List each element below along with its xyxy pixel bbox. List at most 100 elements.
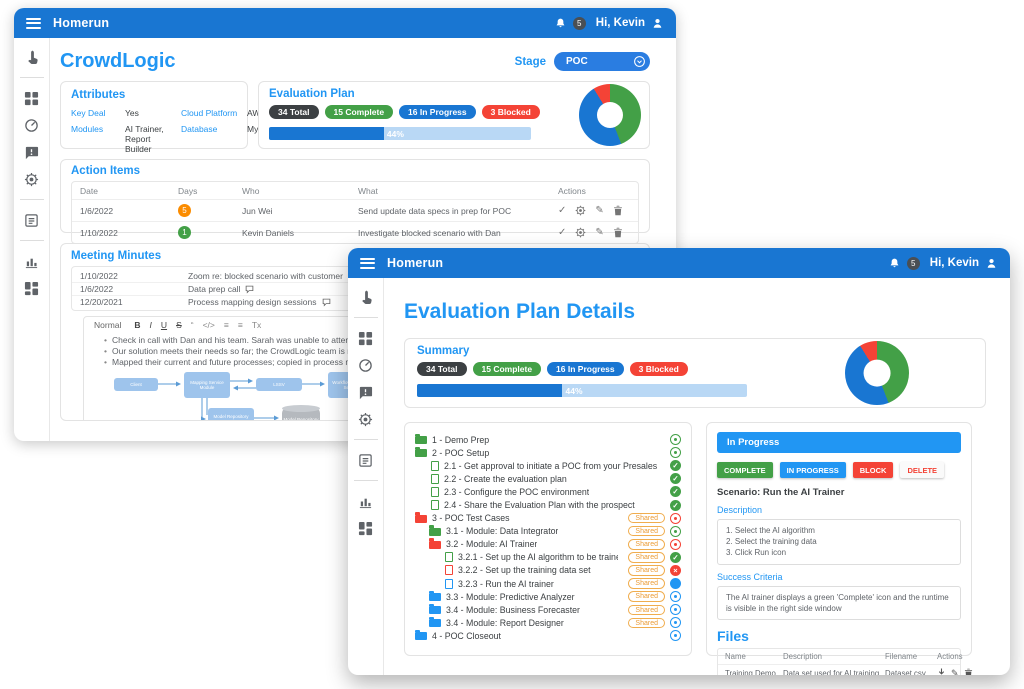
block-button[interactable]: BLOCK: [852, 462, 894, 478]
status-icon[interactable]: [670, 538, 681, 550]
feedback-icon[interactable]: [357, 383, 375, 401]
notification-badge[interactable]: 5: [572, 16, 586, 30]
user-greeting[interactable]: Hi, Kevin: [929, 257, 979, 269]
status-icon[interactable]: [670, 434, 681, 446]
dashboard-grid-icon[interactable]: [23, 89, 41, 107]
bell-icon[interactable]: [888, 257, 901, 270]
chat-icon[interactable]: [245, 285, 254, 294]
complete-status-icon[interactable]: ✓: [670, 551, 681, 563]
helm-wheel-icon[interactable]: [23, 170, 41, 188]
document-icon: [431, 486, 439, 497]
delete-icon[interactable]: [613, 205, 623, 216]
widgets-icon[interactable]: [23, 279, 41, 297]
chat-icon[interactable]: [322, 298, 331, 307]
clear-format-button[interactable]: Tx: [251, 320, 262, 330]
diagram-node: Model Repository Service: [208, 408, 254, 420]
touch-pointer-icon[interactable]: [357, 288, 375, 306]
tree-item[interactable]: 3.3 - Module: Predictive Analyzer Shared: [411, 590, 685, 603]
status-icon[interactable]: [670, 447, 681, 459]
tree-item[interactable]: 3.4 - Module: Business Forecaster Shared: [411, 603, 685, 616]
dashboard-grid-icon[interactable]: [357, 329, 375, 347]
blocked-status-icon[interactable]: ×: [670, 564, 681, 576]
complete-icon[interactable]: ✓: [558, 205, 567, 216]
bold-button[interactable]: B: [134, 320, 141, 330]
article-icon[interactable]: [23, 211, 41, 229]
edit-icon[interactable]: ✎: [951, 667, 959, 675]
status-banner: In Progress: [717, 432, 961, 453]
numbered-list-button[interactable]: ≡: [237, 320, 243, 330]
col-filename: Filename: [885, 651, 918, 661]
download-icon[interactable]: [937, 668, 946, 675]
tree-item[interactable]: 4 - POC Closeout: [411, 629, 685, 642]
gauge-icon[interactable]: [23, 116, 41, 134]
italic-button[interactable]: I: [149, 320, 152, 330]
menu-icon[interactable]: [26, 17, 41, 29]
days-badge: 1: [178, 226, 191, 239]
complete-status-icon[interactable]: ✓: [670, 460, 681, 472]
notification-badge[interactable]: 5: [906, 256, 920, 270]
code-button[interactable]: </>: [202, 320, 215, 330]
article-icon[interactable]: [357, 451, 375, 469]
complete-status-icon[interactable]: ✓: [670, 486, 681, 498]
complete-status-icon[interactable]: ✓: [670, 499, 681, 511]
edit-icon[interactable]: ✎: [595, 205, 604, 216]
helm-wheel-icon[interactable]: [575, 205, 586, 216]
strikethrough-button[interactable]: S: [176, 320, 182, 330]
status-icon[interactable]: [670, 591, 681, 603]
status-icon[interactable]: [670, 525, 681, 537]
helm-wheel-icon[interactable]: [575, 227, 586, 238]
status-icon[interactable]: [670, 512, 681, 524]
folder-icon: [429, 525, 441, 536]
user-icon[interactable]: [651, 17, 664, 30]
bell-icon[interactable]: [554, 17, 567, 30]
complete-button[interactable]: COMPLETE: [717, 462, 773, 478]
tree-item[interactable]: 3.2.2 - Set up the training data set Shar…: [411, 564, 685, 577]
stage-select[interactable]: POC: [554, 52, 650, 71]
tree-item[interactable]: 3.2 - Module: AI Trainer Shared: [411, 538, 685, 551]
bar-chart-icon[interactable]: [357, 492, 375, 510]
stage-label: Stage: [514, 55, 546, 68]
format-select[interactable]: Normal: [94, 320, 122, 330]
tree-item[interactable]: 1 - Demo Prep: [411, 433, 685, 446]
document-icon: [445, 552, 453, 563]
tree-item-label: 3.4 - Module: Business Forecaster: [446, 604, 580, 615]
tree-item[interactable]: 3.2.3 - Run the AI trainer Shared: [411, 577, 685, 590]
in-progress-button[interactable]: IN PROGRESS: [779, 462, 846, 478]
feedback-icon[interactable]: [23, 143, 41, 161]
tree-item[interactable]: 2.4 - Share the Evaluation Plan with the…: [411, 498, 685, 511]
menu-icon[interactable]: [360, 257, 375, 269]
tree-item[interactable]: 2.3 - Configure the POC environment ✓: [411, 485, 685, 498]
tree-item[interactable]: 3.4 - Module: Report Designer Shared: [411, 616, 685, 629]
tree-item[interactable]: 3.2.1 - Set up the AI algorithm to be tr…: [411, 551, 685, 564]
delete-icon[interactable]: [964, 668, 973, 675]
complete-icon[interactable]: ✓: [558, 227, 567, 238]
evaluation-tree: 1 - Demo Prep 2 - POC Setup 2.1 - Get ap…: [404, 422, 692, 656]
tree-item-label: 2 - POC Setup: [432, 447, 490, 458]
helm-wheel-icon[interactable]: [357, 410, 375, 428]
tree-item[interactable]: 3.1 - Module: Data Integrator Shared: [411, 525, 685, 538]
delete-button[interactable]: DELETE: [900, 462, 945, 478]
touch-pointer-icon[interactable]: [23, 48, 41, 66]
progress-label: 44%: [386, 128, 404, 139]
delete-icon[interactable]: [613, 227, 623, 238]
tree-item[interactable]: 2.1 - Get approval to initiate a POC fro…: [411, 459, 685, 472]
in-progress-status-icon[interactable]: [670, 578, 681, 590]
underline-button[interactable]: U: [160, 320, 168, 330]
bulleted-list-button[interactable]: ≡: [223, 320, 229, 330]
tree-item[interactable]: 2.2 - Create the evaluation plan ✓: [411, 472, 685, 485]
status-icon[interactable]: [670, 604, 681, 616]
status-icon[interactable]: [670, 617, 681, 629]
status-icon[interactable]: [670, 630, 681, 642]
gauge-icon[interactable]: [357, 356, 375, 374]
in-progress-badge: 16 In Progress: [547, 362, 624, 376]
edit-icon[interactable]: ✎: [595, 227, 604, 238]
blockquote-button[interactable]: “: [190, 320, 194, 330]
complete-status-icon[interactable]: ✓: [670, 473, 681, 485]
widgets-icon[interactable]: [357, 519, 375, 537]
tree-item[interactable]: 2 - POC Setup: [411, 446, 685, 459]
evaluation-plan-title: Evaluation Plan: [269, 88, 355, 100]
user-icon[interactable]: [985, 257, 998, 270]
user-greeting[interactable]: Hi, Kevin: [595, 17, 645, 29]
bar-chart-icon[interactable]: [23, 252, 41, 270]
tree-item[interactable]: 3 - POC Test Cases Shared: [411, 512, 685, 525]
